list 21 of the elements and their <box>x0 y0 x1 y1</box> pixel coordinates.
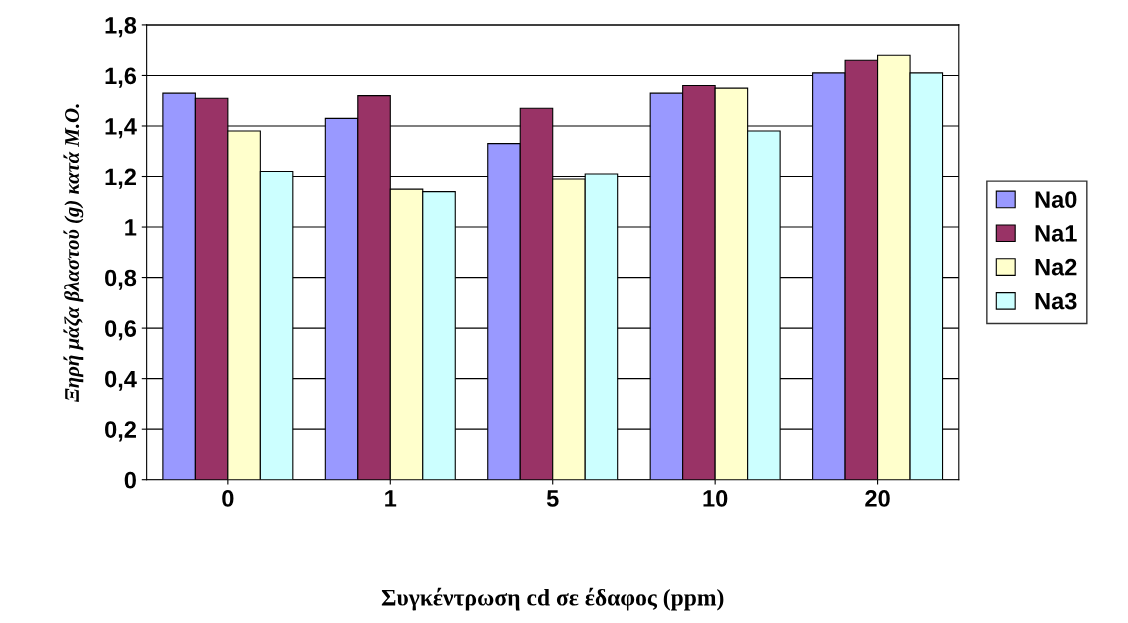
y-axis-title: Ξηρή μάζα βλαστού (g) κατά Μ.Ο. <box>63 104 84 402</box>
x-tick-label: 0 <box>222 490 234 507</box>
x-tick-label: 20 <box>865 490 890 507</box>
x-tick-label: 10 <box>703 490 728 507</box>
x-tick-label: 1 <box>385 490 397 507</box>
y-tick-label: 1,6 <box>105 67 137 88</box>
y-tick-label: 0,2 <box>105 421 136 442</box>
legend-label: Na3 <box>1035 292 1077 310</box>
legend-label: Na2 <box>1035 258 1077 276</box>
legend-label: Na0 <box>1035 191 1077 208</box>
y-tick-label: 1,8 <box>105 16 137 38</box>
y-tick-label: 0,4 <box>105 370 137 391</box>
x-axis-title: Συγκέντρωση cd σε έδαφος (ppm) <box>381 587 724 611</box>
y-tick-label: 0,8 <box>105 269 137 290</box>
y-tick-label: 1 <box>125 219 137 236</box>
y-tick-label: 0 <box>124 471 136 489</box>
x-tick-label: 5 <box>546 490 559 507</box>
y-tick-label: 1,4 <box>105 118 137 139</box>
y-tick-label: 1,2 <box>105 168 136 189</box>
legend-label: Na1 <box>1035 225 1077 242</box>
y-tick-label: 0,6 <box>105 320 137 341</box>
